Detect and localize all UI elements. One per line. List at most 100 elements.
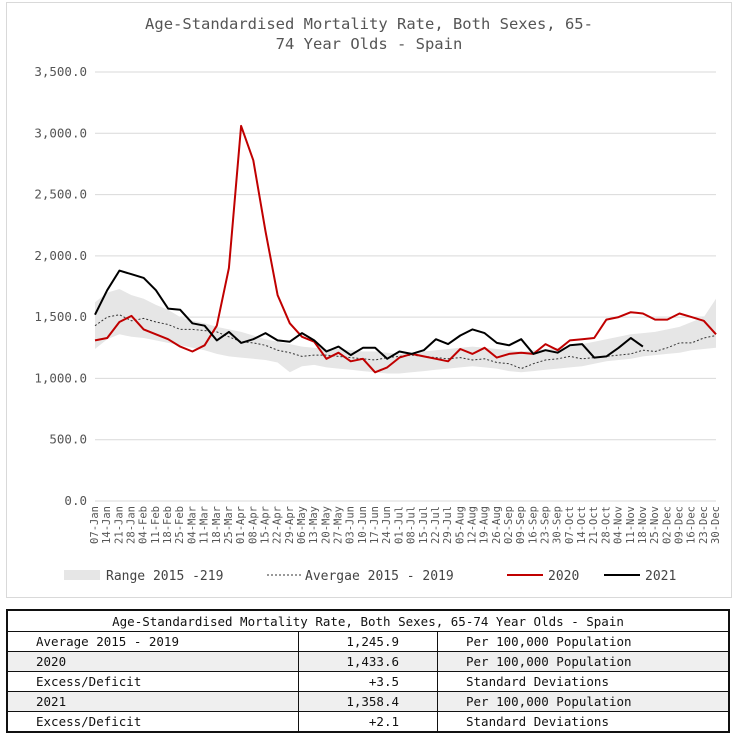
x-tick-label: 11-Feb: [150, 506, 162, 544]
stats-row-unit: Standard Deviations: [437, 671, 730, 692]
x-tick-label: 25-Nov: [649, 506, 661, 544]
x-tick-label: 10-Jun: [357, 506, 369, 544]
y-tick-label: 1,500.0: [34, 309, 87, 324]
series-line-2020: [94, 124, 717, 374]
stats-row: Excess/Deficit +2.1 Standard Deviations: [6, 711, 730, 733]
legend-label-2020: 2020: [548, 569, 579, 584]
stats-row: Excess/Deficit +3.5 Standard Deviations: [6, 671, 730, 692]
x-tick-label: 07-Jan: [89, 506, 101, 544]
stats-row-value: 1,433.6: [298, 651, 438, 672]
stats-row-unit: Standard Deviations: [437, 711, 730, 733]
x-tick-label: 04-Mar: [186, 506, 198, 544]
x-tick-label: 02-Sep: [503, 506, 515, 544]
x-tick-label: 25-Mar: [223, 506, 235, 544]
stats-row-unit: Per 100,000 Population: [437, 651, 730, 672]
stats-row: 2020 1,433.6 Per 100,000 Population: [6, 651, 730, 672]
chart-area: Age-Standardised Mortality Rate, Both Se…: [6, 2, 732, 598]
stats-row-value: +3.5: [298, 671, 438, 692]
legend-swatch-range: [64, 570, 100, 580]
x-tick-label: 23-Dec: [698, 506, 710, 544]
stats-row-label: 2021: [6, 691, 299, 712]
x-tick-label: 13-May: [308, 506, 320, 544]
y-tick-label: 1,000.0: [34, 370, 87, 385]
x-tick-label: 20-May: [320, 506, 332, 544]
x-tick-label: 30-Dec: [710, 506, 722, 544]
x-tick-label: 03-Jun: [345, 506, 357, 544]
x-axis-ticks: 07-Jan 14-Jan 21-Jan 28-Jan 04-Feb 11-Feb 18-F…: [89, 506, 722, 544]
x-tick-label: 18-Mar: [211, 506, 223, 544]
x-tick-label: 07-Oct: [564, 506, 576, 544]
x-tick-label: 11-Mar: [199, 506, 211, 544]
x-tick-label: 26-Aug: [491, 506, 503, 544]
stats-row-label: Excess/Deficit: [6, 711, 299, 733]
x-tick-label: 08-Jul: [406, 506, 418, 544]
x-tick-label: 28-Jan: [126, 506, 138, 544]
x-tick-label: 21-Jan: [113, 506, 125, 544]
x-tick-label: 09-Dec: [673, 506, 685, 544]
x-tick-label: 28-Oct: [600, 506, 612, 544]
x-tick-label: 04-Nov: [613, 506, 625, 544]
y-tick-label: 500.0: [49, 432, 87, 447]
y-tick-label: 0.0: [64, 493, 87, 508]
legend-label-2021: 2021: [645, 569, 676, 584]
stats-row-value: +2.1: [298, 711, 438, 733]
x-tick-label: 14-Jan: [101, 506, 113, 544]
x-tick-label: 18-Feb: [162, 506, 174, 544]
x-tick-label: 25-Feb: [174, 506, 186, 544]
range-band-layer: [95, 289, 716, 374]
range-band-2015-2019: [95, 289, 716, 374]
stats-row-label: 2020: [6, 651, 299, 672]
stats-row: 2021 1,358.4 Per 100,000 Population: [6, 691, 730, 712]
x-tick-label: 22-Apr: [272, 506, 284, 544]
x-tick-label: 01-Jul: [393, 506, 405, 544]
chart-title-line-2: 74 Year Olds - Spain: [276, 35, 463, 53]
series-layer: [94, 124, 717, 374]
gridlines: [95, 71, 716, 502]
x-tick-label: 16-Sep: [527, 506, 539, 544]
x-tick-label: 04-Feb: [138, 506, 150, 544]
series-line-2021: [94, 269, 644, 360]
x-tick-label: 29-Jul: [442, 506, 454, 544]
x-tick-label: 14-Oct: [576, 506, 588, 544]
x-tick-label: 16-Dec: [686, 506, 698, 544]
x-tick-label: 27-May: [333, 506, 345, 544]
x-tick-label: 18-Nov: [637, 506, 649, 544]
mortality-line-chart: Age-Standardised Mortality Rate, Both Se…: [34, 15, 722, 584]
x-tick-label: 08-Apr: [247, 506, 259, 544]
stats-row: Average 2015 - 2019 1,245.9 Per 100,000 …: [6, 631, 730, 652]
stats-table: Age-Standardised Mortality Rate, Both Se…: [6, 609, 730, 733]
x-tick-label: 19-Aug: [479, 506, 491, 544]
legend-label-average: Avergae 2015 - 2019: [305, 569, 454, 584]
x-tick-label: 09-Sep: [515, 506, 527, 544]
x-tick-label: 23-Sep: [540, 506, 552, 544]
x-tick-label: 15-Apr: [259, 506, 271, 544]
x-tick-label: 21-Oct: [588, 506, 600, 544]
y-tick-label: 2,000.0: [34, 248, 87, 263]
stats-row-label: Average 2015 - 2019: [6, 631, 299, 652]
x-tick-label: 12-Aug: [466, 506, 478, 544]
y-axis-ticks: 0.0 500.0 1,000.0 1,500.0 2,000.0 2,500.0 3,00…: [34, 64, 87, 508]
x-tick-label: 30-Sep: [552, 506, 564, 544]
legend: Range 2015 -219 Avergae 2015 - 2019 2020…: [64, 569, 676, 584]
stats-row-unit: Per 100,000 Population: [437, 631, 730, 652]
x-tick-label: 24-Jun: [381, 506, 393, 544]
y-tick-label: 3,500.0: [34, 64, 87, 79]
y-tick-label: 3,000.0: [34, 125, 87, 140]
stats-row-unit: Per 100,000 Population: [437, 691, 730, 712]
x-tick-label: 11-Nov: [625, 506, 637, 544]
stats-title-row: Age-Standardised Mortality Rate, Both Se…: [6, 609, 730, 632]
legend-label-range: Range 2015 -219: [106, 569, 223, 584]
x-tick-label: 02-Dec: [661, 506, 673, 544]
x-tick-label: 15-Jul: [418, 506, 430, 544]
x-tick-label: 17-Jun: [369, 506, 381, 544]
x-tick-label: 29-Apr: [284, 506, 296, 544]
x-tick-label: 22-Jul: [430, 506, 442, 544]
stats-row-value: 1,358.4: [298, 691, 438, 712]
x-tick-label: 06-May: [296, 506, 308, 544]
x-tick-label: 05-Aug: [454, 506, 466, 544]
stats-title: Age-Standardised Mortality Rate, Both Se…: [6, 609, 730, 632]
y-tick-label: 2,500.0: [34, 187, 87, 202]
x-tick-label: 01-Apr: [235, 506, 247, 544]
stats-row-label: Excess/Deficit: [6, 671, 299, 692]
chart-title-line-1: Age-Standardised Mortality Rate, Both Se…: [145, 15, 593, 33]
